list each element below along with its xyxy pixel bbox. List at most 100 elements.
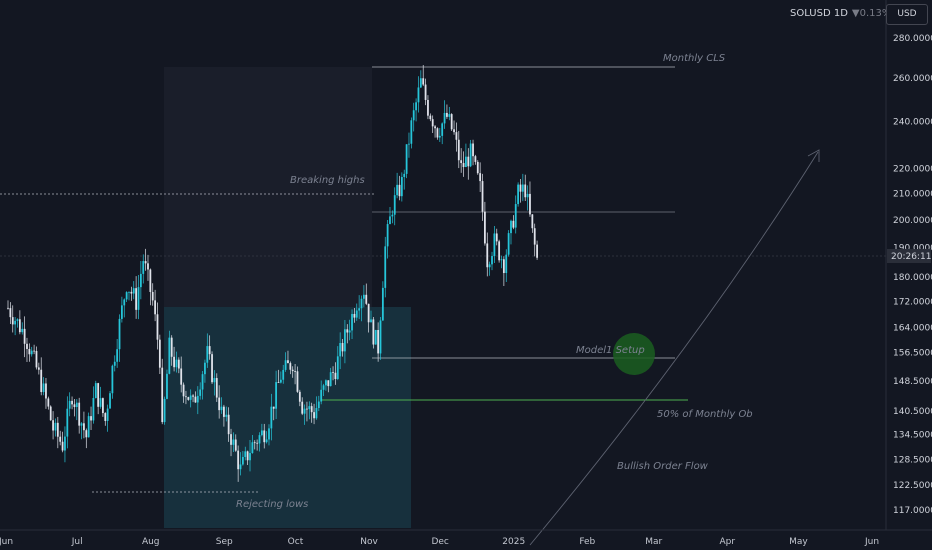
candle-body (30, 350, 33, 355)
candle-body (431, 119, 434, 127)
candle-body (313, 412, 315, 419)
candle-body (225, 414, 228, 417)
y-tick-label: 148.5000 (893, 377, 932, 387)
candle-body (514, 204, 517, 228)
candle-body (102, 398, 104, 414)
candle-body (308, 406, 311, 410)
candle-body (28, 348, 31, 355)
candle-body (481, 181, 484, 212)
candle-body (265, 439, 268, 443)
candle-body (474, 156, 477, 162)
candle-body (446, 112, 448, 117)
candle-body (317, 401, 320, 409)
candle-body (277, 382, 280, 383)
candle-body (327, 380, 330, 387)
change-label: ▼0.13% (851, 8, 892, 19)
time-axis[interactable]: Jun Jul Aug Sep Oct Nov Dec 2025 Feb Mar Apr May Jun (0, 529, 932, 547)
candle-body (289, 363, 292, 370)
candle-body (272, 406, 275, 409)
candle-body (320, 389, 323, 402)
candle-body (268, 428, 270, 440)
candle-body (220, 406, 223, 411)
candle-body (33, 350, 35, 352)
candle-body (279, 379, 282, 383)
candle-body (415, 102, 417, 111)
candle-body (241, 456, 244, 465)
candle-body (360, 298, 363, 309)
candle-body (177, 359, 180, 369)
candles-group (7, 64, 538, 482)
candle-body (310, 406, 313, 413)
candle-body (367, 303, 370, 323)
candle-body (230, 434, 232, 445)
candle-body (389, 216, 391, 225)
candle-body (298, 391, 301, 402)
y-tick-label: 210.0000 (893, 190, 932, 200)
candle-body (113, 361, 116, 366)
candle-body (246, 451, 249, 461)
candle-body (168, 337, 171, 374)
candle-body (42, 383, 45, 393)
currency-button[interactable]: USD (886, 4, 928, 25)
candle-body (260, 430, 263, 436)
x-tick-label: Dec (431, 537, 448, 547)
symbol-label: SOLUSD 1D (790, 8, 848, 19)
candle-body (170, 337, 173, 357)
candle-body (536, 244, 538, 258)
rejecting-lows-label: Rejecting lows (236, 499, 308, 510)
candle-body (154, 300, 157, 315)
candle-body (533, 228, 536, 245)
candle-body (408, 143, 410, 145)
y-tick-label: 190.0000 (893, 244, 932, 254)
y-tick-label: 140.5000 (893, 407, 932, 417)
candle-body (479, 173, 482, 182)
candle-body (85, 430, 88, 438)
candle-body (218, 397, 221, 411)
candle-body (37, 367, 40, 370)
price-axis[interactable]: 117.0000 122.5000 128.5000 134.5000 140.5000… (885, 0, 932, 530)
candle-body (45, 383, 47, 399)
candle-body (403, 173, 406, 178)
y-tick-label: 260.0000 (893, 74, 932, 84)
candle-body (166, 373, 168, 399)
candle-body (68, 400, 71, 409)
candle-body (223, 406, 225, 417)
candle-body (353, 313, 356, 318)
candle-body (351, 313, 353, 331)
candle-body (75, 402, 78, 408)
candle-body (111, 365, 114, 394)
candle-body (282, 369, 285, 380)
candle-body (526, 193, 529, 198)
candle-body (450, 114, 453, 130)
candle-body (132, 288, 135, 294)
arrow-head-icon (807, 149, 820, 162)
y-tick-label: 180.0000 (893, 273, 932, 283)
candle-body (386, 224, 389, 247)
candle-body (137, 287, 140, 310)
y-tick-label: 122.5000 (893, 481, 932, 491)
candle-body (362, 294, 365, 299)
candle-body (443, 112, 446, 124)
candle-body (372, 319, 375, 345)
candle-body (291, 369, 294, 372)
candle-body (322, 385, 325, 390)
x-tick-label: Apr (719, 537, 735, 547)
candle-body (412, 110, 415, 121)
neutral-zone (164, 67, 372, 307)
candle-body (332, 372, 334, 374)
candle-body (211, 354, 213, 383)
candle-body (434, 126, 436, 129)
candle-body (306, 408, 308, 410)
y-tick-label: 280.0000 (893, 34, 932, 44)
candle-body (161, 367, 164, 423)
candle-body (92, 397, 95, 421)
candle-body (185, 396, 187, 398)
y-tick-label: 134.5000 (893, 431, 932, 441)
x-tick-label: Aug (142, 537, 160, 547)
candle-body (519, 184, 522, 192)
candle-body (329, 372, 332, 387)
candle-body (457, 139, 460, 161)
y-tick-label: 200.0000 (893, 216, 932, 226)
candle-body (429, 115, 432, 120)
